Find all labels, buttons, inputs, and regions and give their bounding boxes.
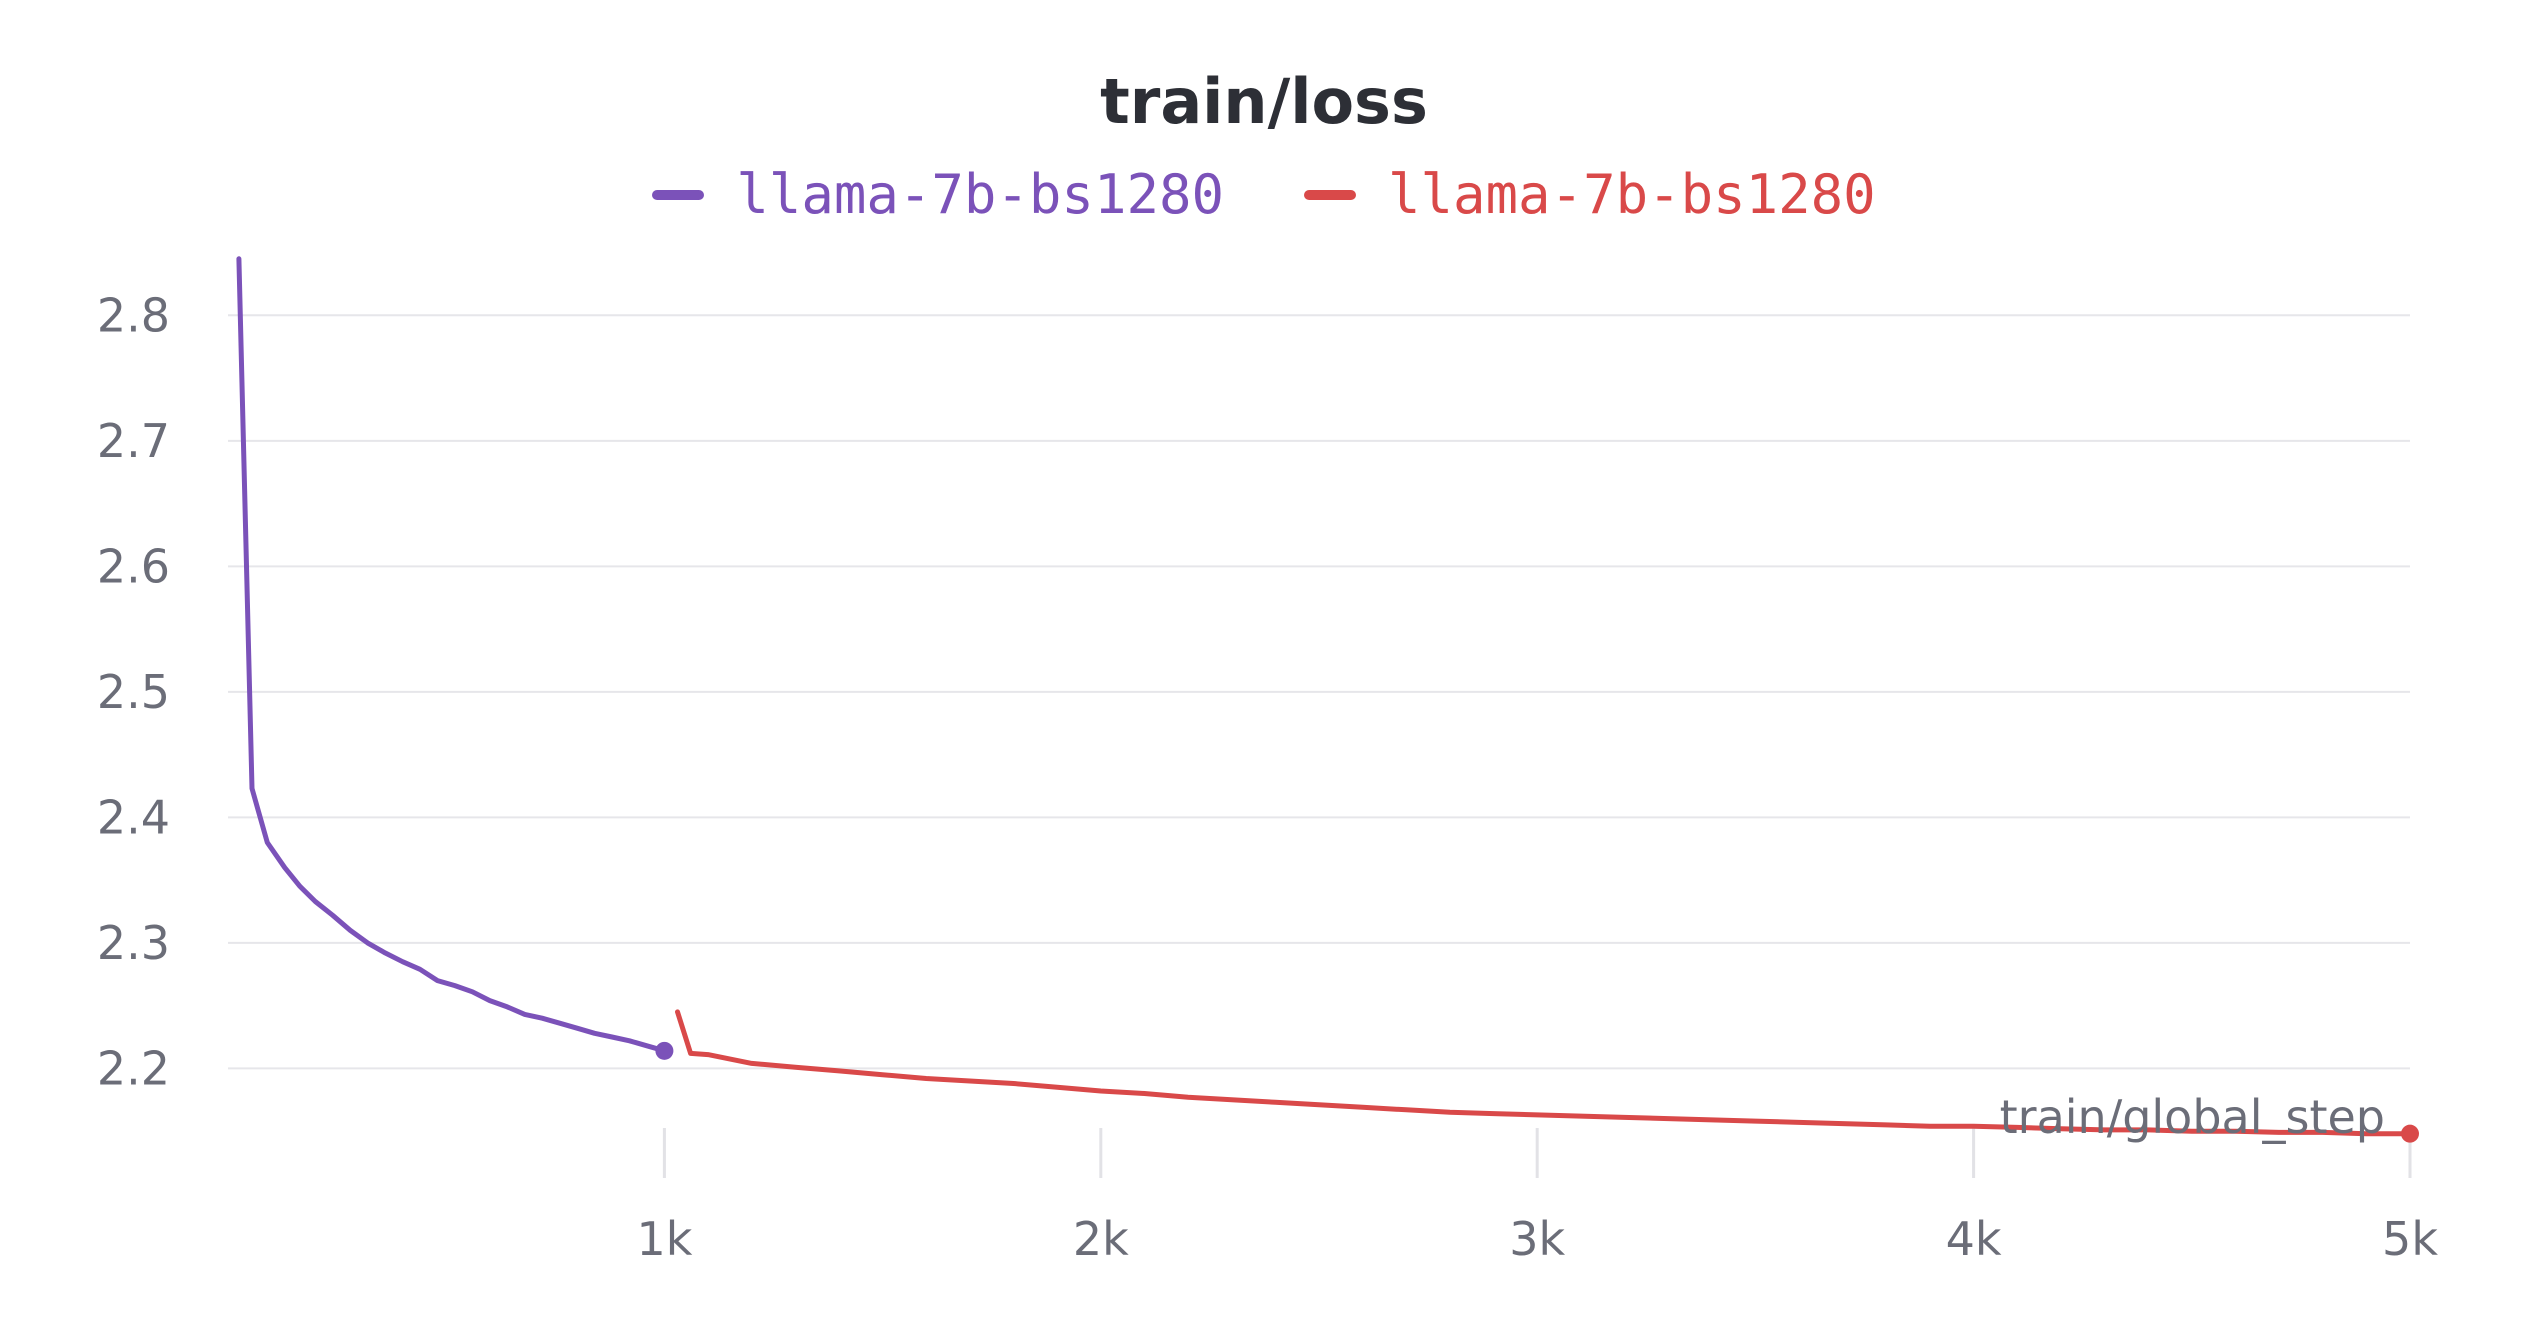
x-tick-label: 5k [2382, 1212, 2438, 1266]
y-ticks: 2.2 2.3 2.4 2.5 2.6 2.7 2.8 [97, 288, 170, 1095]
x-ticks: 1k 2k 3k 4k 5k [636, 1128, 2438, 1266]
y-tick-label: 2.5 [97, 665, 170, 719]
x-tick-label: 3k [1509, 1212, 1565, 1266]
chart-title: train/loss [1100, 65, 1428, 138]
x-tick-label: 1k [636, 1212, 692, 1266]
gridlines [228, 314, 2410, 1070]
y-tick-label: 2.7 [97, 414, 170, 468]
x-axis-label: train/global_step [2000, 1090, 2385, 1144]
y-tick-label: 2.8 [97, 288, 170, 342]
legend-label-series-1: llama-7b-bs1280 [736, 163, 1224, 226]
series-end-point-1[interactable] [655, 1041, 674, 1060]
legend-swatch-series-1 [652, 190, 705, 200]
series-line-1[interactable] [236, 256, 667, 1054]
legend-item-series-1[interactable]: llama-7b-bs1280 [652, 160, 1224, 230]
series-line-2[interactable] [675, 1009, 2413, 1137]
y-tick-label: 2.2 [97, 1041, 170, 1095]
y-tick-label: 2.6 [97, 539, 170, 593]
y-tick-label: 2.3 [97, 916, 170, 970]
legend: llama-7b-bs1280 llama-7b-bs1280 [0, 160, 2528, 230]
y-tick-label: 2.4 [97, 790, 170, 844]
x-tick-label: 4k [1946, 1212, 2002, 1266]
legend-label-series-2: llama-7b-bs1280 [1388, 163, 1876, 226]
x-tick-label: 2k [1073, 1212, 1129, 1266]
series-end-point-2[interactable] [2401, 1124, 2419, 1143]
series-lines [236, 256, 2419, 1143]
legend-swatch-series-2 [1304, 190, 1356, 200]
legend-item-series-2[interactable]: llama-7b-bs1280 [1304, 160, 1876, 230]
